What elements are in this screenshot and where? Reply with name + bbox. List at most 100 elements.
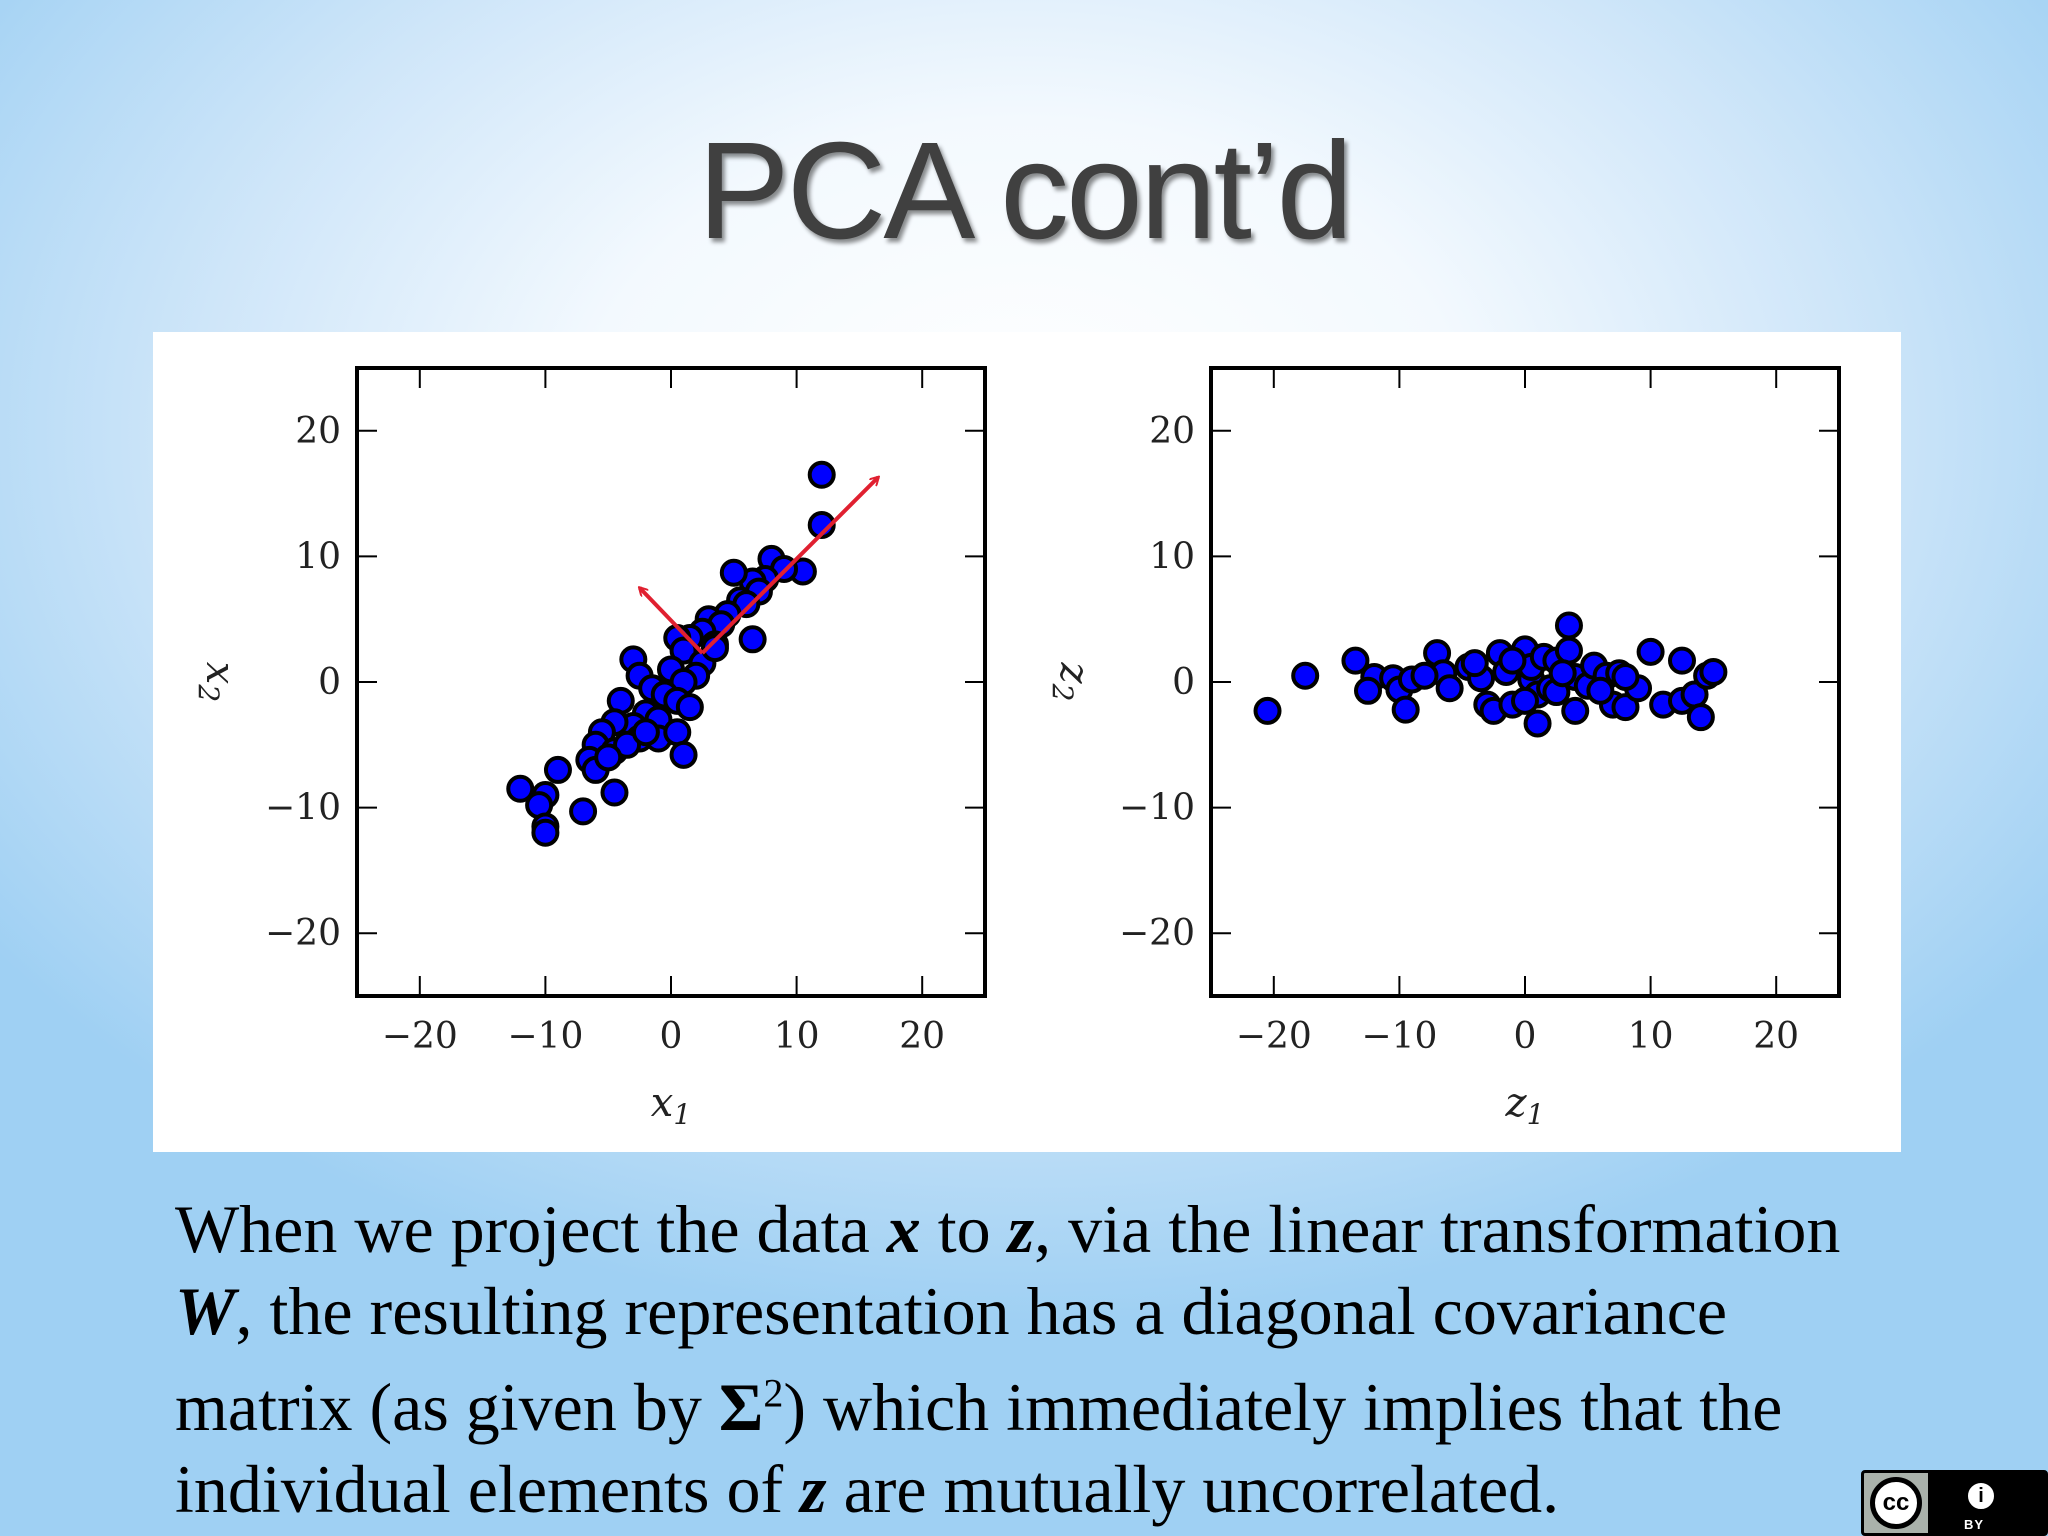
y-axis-label-subscript: 2	[192, 683, 225, 702]
scatter-point	[506, 774, 535, 803]
caption-text-run: , via the linear transformation	[1034, 1191, 1841, 1267]
scatter-point	[807, 460, 836, 489]
scatter-point	[1341, 646, 1370, 675]
caption-text-run: When we project the data	[175, 1191, 887, 1267]
caption-text-run: matrix (as given by	[175, 1368, 719, 1445]
cc-by-license-badge[interactable]: cc i BY	[1861, 1470, 2048, 1536]
x-tick-label: 10	[774, 1016, 820, 1057]
caption-var-W: W	[175, 1273, 236, 1349]
scatter-point	[1668, 646, 1696, 675]
cc-by-label: BY	[1964, 1517, 1985, 1532]
y-tick-label: −10	[1119, 788, 1195, 829]
x-axis-label-subscript: 1	[1527, 1098, 1545, 1131]
caption-line-4: individual elements of z are mutually un…	[175, 1451, 1559, 1527]
x-tick-label: 0	[660, 1016, 683, 1057]
y-axis-label-var: x	[197, 662, 243, 685]
scatter-point	[1435, 674, 1464, 703]
caption-line-2: W, the resulting representation has a di…	[175, 1273, 1727, 1349]
caption-text-run: individual elements of	[175, 1450, 801, 1527]
x-tick-label: 0	[1514, 1016, 1537, 1057]
x-axis-label-subscript: 1	[673, 1098, 691, 1131]
scatter-point	[663, 718, 692, 747]
x-tick-label: −10	[1361, 1016, 1437, 1057]
caption-line-3: matrix (as given by Σ2) which immediatel…	[175, 1369, 1782, 1445]
caption-text-run: are mutually uncorrelated.	[826, 1450, 1560, 1527]
scatter-point	[807, 511, 836, 539]
x-axis-label: z1	[1505, 1080, 1545, 1131]
x-axis-label: x1	[651, 1080, 691, 1131]
principal-axis-arrow-2	[640, 588, 704, 655]
x-tick-label: −20	[382, 1016, 458, 1057]
scatter-point	[719, 558, 748, 587]
caption-var-z: z	[1007, 1191, 1035, 1267]
y-tick-label: 20	[1149, 411, 1195, 452]
scatter-point	[1460, 649, 1489, 678]
y-tick-label: 0	[1172, 662, 1195, 703]
scatter-point	[1548, 659, 1577, 688]
x-axis-label-var: z	[1505, 1080, 1528, 1126]
y-axis-label-subscript: 2	[1046, 683, 1079, 702]
x-tick-label: −10	[507, 1016, 583, 1057]
scatter-point	[738, 625, 767, 654]
scatter-point	[613, 730, 642, 759]
y-tick-label: −20	[1119, 913, 1195, 954]
y-tick-label: 10	[1149, 536, 1195, 577]
scatter-point	[569, 797, 598, 826]
x-tick-label: −20	[1236, 1016, 1312, 1057]
x-tick-label: 20	[1753, 1016, 1799, 1057]
scatter-point	[631, 718, 660, 747]
scatter-point	[1611, 662, 1640, 691]
scatter-point	[531, 818, 560, 847]
scatter-point	[1554, 611, 1583, 640]
principal-axis-arrow-1	[700, 477, 878, 655]
y-tick-label: 0	[318, 662, 341, 703]
scatter-point	[1686, 703, 1715, 732]
caption-line-1: When we project the data x to z, via the…	[175, 1191, 1840, 1267]
scatter-point	[1354, 676, 1382, 705]
scatter-point	[675, 693, 704, 722]
scatter-point	[1699, 657, 1728, 686]
scatter-point	[1291, 661, 1320, 690]
scatter-point	[1498, 646, 1527, 675]
y-tick-label: −20	[265, 913, 341, 954]
x-tick-label: 10	[1628, 1016, 1674, 1057]
scatter-point	[669, 636, 698, 665]
scatter-point	[669, 740, 698, 769]
figure-panel: −20 −10 0 10 20 −20 −10 0 10 20 x1 x2 −20 −10 0 10 20 −20…	[153, 332, 1901, 1152]
scatter-point	[1636, 637, 1665, 666]
scatter-point	[1391, 695, 1420, 724]
scatter-point	[1253, 696, 1282, 725]
scatter-point	[1586, 676, 1615, 705]
scatter-point	[1554, 636, 1583, 665]
scatter-point	[594, 743, 623, 772]
scatter-point	[1523, 709, 1552, 738]
caption-text-run: , the resulting representation has a dia…	[235, 1273, 1728, 1349]
caption-sigma: Σ	[718, 1368, 764, 1445]
attribution-person-icon: i	[1964, 1479, 1998, 1513]
caption-text: When we project the data x to z, via the…	[175, 1188, 1895, 1530]
x-tick-label: 20	[899, 1016, 945, 1057]
caption-var-x: x	[886, 1191, 921, 1267]
caption-text-run: ) which immediately implies that the	[783, 1368, 1783, 1445]
y-tick-label: −10	[265, 788, 341, 829]
scatter-point	[600, 778, 629, 807]
scatter-point	[1511, 686, 1539, 715]
cc-icon: cc	[1870, 1477, 1922, 1529]
scatter-point	[543, 755, 572, 784]
caption-text-run: to	[920, 1191, 1008, 1267]
scatter-point	[1561, 696, 1590, 725]
caption-superscript: 2	[763, 1370, 784, 1415]
scatter-point	[1611, 693, 1640, 722]
scatter-point	[1410, 661, 1439, 690]
slide-title: PCA cont’d	[697, 114, 1354, 268]
y-tick-label: 10	[295, 536, 341, 577]
y-tick-label: 20	[295, 411, 341, 452]
y-axis-label-var: z	[1051, 662, 1097, 685]
x-axis-label-var: x	[651, 1080, 674, 1126]
y-axis-label: x2	[192, 662, 243, 702]
y-axis-label: z2	[1046, 662, 1097, 702]
scatter-point	[700, 634, 729, 663]
